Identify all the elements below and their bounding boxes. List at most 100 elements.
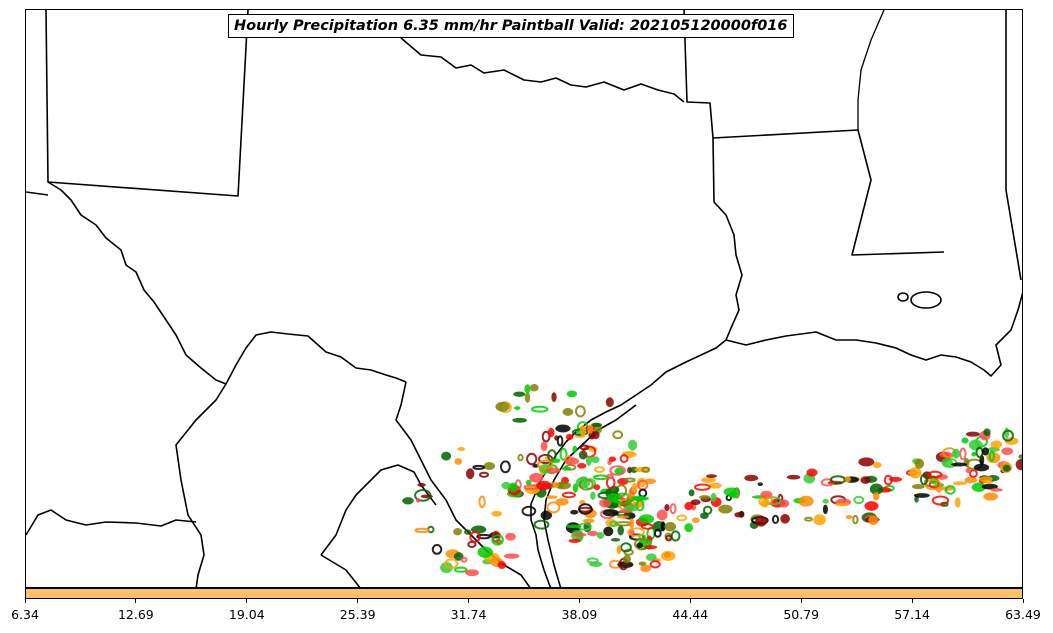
colorbar-tick-label: 38.09 — [561, 607, 598, 622]
precip-cell — [535, 480, 552, 491]
precip-cell — [494, 538, 502, 545]
precip-cell — [529, 472, 544, 483]
precip-cell — [1015, 458, 1022, 471]
precip-cell — [951, 448, 961, 459]
precip-cell — [513, 406, 521, 411]
precip-cell — [1002, 429, 1014, 442]
precip-cell — [454, 566, 468, 573]
precip-cell — [566, 390, 578, 398]
precip-cell — [700, 512, 709, 520]
precip-cell — [495, 401, 510, 412]
precip-cell — [616, 515, 630, 519]
precip-cell — [844, 476, 851, 483]
precip-cell — [402, 497, 414, 505]
precip-cell — [590, 456, 600, 464]
precip-cell — [582, 518, 595, 524]
precip-cell — [708, 482, 722, 489]
precip-cell — [607, 493, 620, 503]
colorbar-tick-label: 57.14 — [894, 607, 931, 622]
precip-cell — [537, 459, 554, 470]
precip-cell — [575, 405, 586, 418]
precip-cell — [587, 530, 599, 537]
precip-cell — [594, 466, 605, 474]
precip-cell — [565, 524, 582, 529]
precip-cell — [556, 435, 564, 447]
precip-cell — [617, 525, 624, 536]
precip-cell — [914, 458, 925, 469]
precip-cell — [551, 392, 557, 403]
precip-cell — [983, 428, 991, 437]
precip-cell — [645, 553, 657, 562]
colorbar-tick-label: 19.04 — [228, 607, 265, 622]
precip-cell — [684, 501, 694, 511]
precip-cell — [579, 444, 590, 451]
precip-cell — [619, 454, 629, 463]
precip-cell — [562, 407, 574, 416]
barrier-island — [543, 404, 637, 587]
map-title: Hourly Precipitation 6.35 mm/hr Paintbal… — [228, 14, 794, 38]
colorbar-tick-label: 6.34 — [11, 607, 39, 622]
precip-cell — [780, 513, 790, 524]
precip-cell — [477, 546, 494, 558]
precip-cell — [561, 466, 572, 471]
precip-cell — [524, 392, 531, 403]
precip-cell — [540, 510, 553, 521]
precip-cell — [961, 437, 969, 444]
precip-cell — [577, 462, 587, 469]
precip-cell — [944, 485, 956, 495]
precip-cell — [644, 478, 657, 485]
precip-cell — [684, 523, 694, 533]
precip-cell — [469, 531, 481, 543]
precip-cell — [640, 564, 652, 573]
precip-cell — [913, 493, 931, 498]
precip-cell — [990, 440, 1003, 449]
colorbar-tick — [135, 599, 137, 603]
precip-cell — [990, 488, 1003, 492]
precip-cell — [500, 460, 511, 474]
precip-cell — [804, 516, 813, 522]
precip-cell — [744, 474, 759, 482]
precip-cell — [710, 492, 717, 502]
red-river-border — [400, 37, 685, 103]
precip-cell — [586, 557, 599, 564]
precip-cell — [479, 471, 489, 478]
precip-cell — [638, 561, 647, 566]
precip-cell — [1004, 437, 1019, 445]
colorbar-tick-label: 44.44 — [672, 607, 709, 622]
precip-cell — [612, 430, 624, 440]
precip-cell — [546, 501, 561, 514]
precip-cell — [431, 544, 443, 555]
precip-cell — [632, 482, 638, 493]
precip-cell — [691, 517, 700, 524]
precip-cell — [591, 422, 603, 428]
precip-cell — [587, 424, 594, 434]
precip-cell — [491, 510, 503, 517]
precip-cell — [981, 447, 990, 456]
precip-cell — [555, 424, 571, 433]
precip-cell — [609, 520, 619, 527]
precip-cell — [512, 417, 528, 423]
precip-cell — [414, 489, 432, 502]
precip-cell — [572, 483, 579, 493]
precip-cell — [454, 458, 463, 465]
precip-cell — [1001, 447, 1014, 456]
precip-cell — [629, 518, 635, 530]
map-panel — [25, 9, 1023, 588]
precip-cell — [609, 465, 626, 476]
precip-cell — [644, 545, 658, 550]
colorbar-tick — [1022, 599, 1024, 603]
precip-cell — [570, 509, 579, 515]
colorbar-tick-label: 63.49 — [1005, 607, 1041, 622]
precip-cell — [664, 503, 670, 512]
precip-cell — [491, 534, 504, 546]
precip-cell — [603, 526, 614, 537]
precip-cell — [951, 462, 968, 467]
precip-cell — [669, 503, 677, 515]
texas-outline — [712, 137, 743, 341]
precip-cell — [931, 495, 950, 506]
colorbar-tick — [578, 599, 580, 603]
precip-cell — [531, 405, 549, 413]
precip-cell — [638, 514, 655, 524]
precip-cell — [983, 492, 999, 501]
precip-cell — [618, 509, 632, 514]
